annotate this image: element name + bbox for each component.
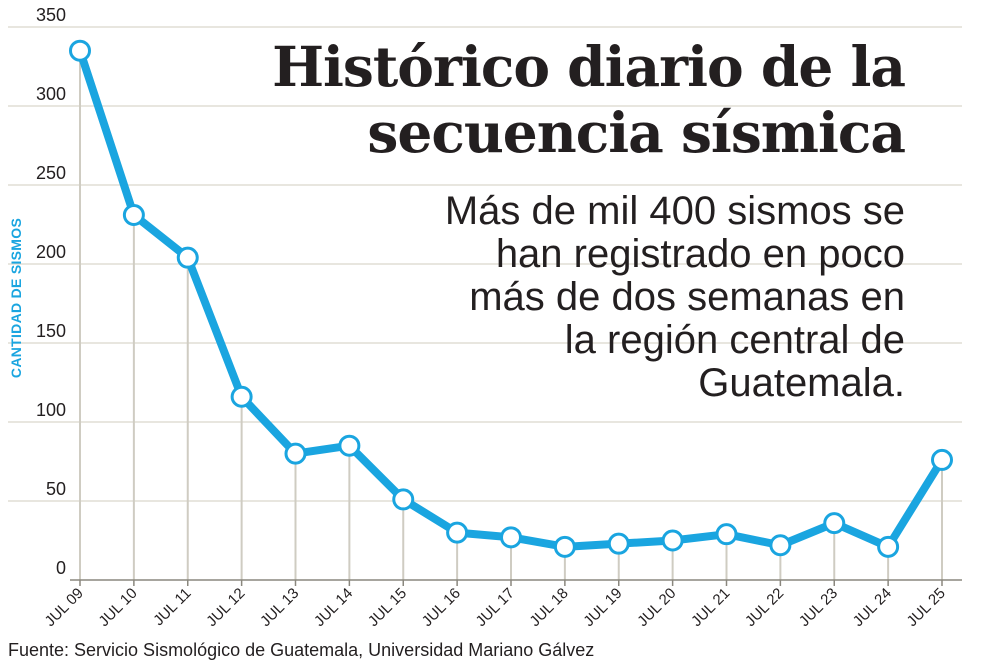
x-tick-label: JUL 17 xyxy=(473,585,518,630)
data-point xyxy=(446,521,469,544)
x-tick-label: JUL 12 xyxy=(203,585,248,630)
data-point xyxy=(931,448,953,471)
data-point xyxy=(769,534,792,557)
x-tick-label: JUL 25 xyxy=(904,585,949,630)
x-tick-label: JUL 22 xyxy=(742,585,787,630)
x-tick-label: JUL 20 xyxy=(634,585,679,630)
data-point xyxy=(715,523,738,546)
y-axis-ticks: 0 50 100 150 200 250 300 350 xyxy=(36,5,66,578)
data-point xyxy=(553,535,576,558)
x-tick-label: JUL 19 xyxy=(580,585,625,630)
y-tick-label: 300 xyxy=(36,84,66,104)
y-axis-label: CANTIDAD DE SISMOS xyxy=(8,217,24,379)
data-point xyxy=(69,39,91,62)
data-point xyxy=(877,535,900,558)
data-point xyxy=(338,434,361,457)
x-tick-label: JUL 09 xyxy=(42,585,87,630)
x-tick-label: JUL 11 xyxy=(150,585,194,629)
x-tick-label: JUL 23 xyxy=(796,585,841,630)
data-point xyxy=(392,488,415,511)
data-point xyxy=(176,246,199,269)
data-point xyxy=(661,529,684,552)
x-tick-label: JUL 24 xyxy=(850,585,895,630)
data-point xyxy=(230,385,253,408)
x-tick-label: JUL 15 xyxy=(365,585,410,630)
data-points xyxy=(69,39,953,558)
x-tick-label: JUL 21 xyxy=(688,585,733,630)
data-point xyxy=(122,204,145,227)
y-tick-label: 250 xyxy=(36,163,66,183)
source-note: Fuente: Servicio Sismológico de Guatemal… xyxy=(8,640,595,660)
data-point xyxy=(823,512,846,535)
chart-title: Histórico diario de la secuencia sísmica xyxy=(272,34,906,165)
drop-lines xyxy=(79,50,943,580)
x-axis-ticks: JUL 09 JUL 10 JUL 11 JUL 12 JUL 13 JUL 14 JUL … xyxy=(42,580,949,630)
y-tick-label: 350 xyxy=(36,5,66,25)
x-tick-label: JUL 18 xyxy=(526,585,571,630)
y-tick-label: 0 xyxy=(56,558,66,578)
y-tick-label: 150 xyxy=(36,321,66,341)
data-point xyxy=(500,526,522,549)
x-tick-label: JUL 16 xyxy=(419,585,464,630)
x-tick-label: JUL 10 xyxy=(95,585,140,630)
x-tick-label: JUL 13 xyxy=(257,585,302,630)
grid-lines xyxy=(8,26,962,502)
data-point xyxy=(607,532,630,555)
x-tick-label: JUL 14 xyxy=(311,585,356,630)
y-tick-label: 50 xyxy=(46,479,66,499)
y-tick-label: 100 xyxy=(36,400,66,420)
y-tick-label: 200 xyxy=(36,242,66,262)
data-point xyxy=(284,442,307,465)
chart-subtitle: Más de mil 400 sismos se han registrado … xyxy=(444,189,905,405)
